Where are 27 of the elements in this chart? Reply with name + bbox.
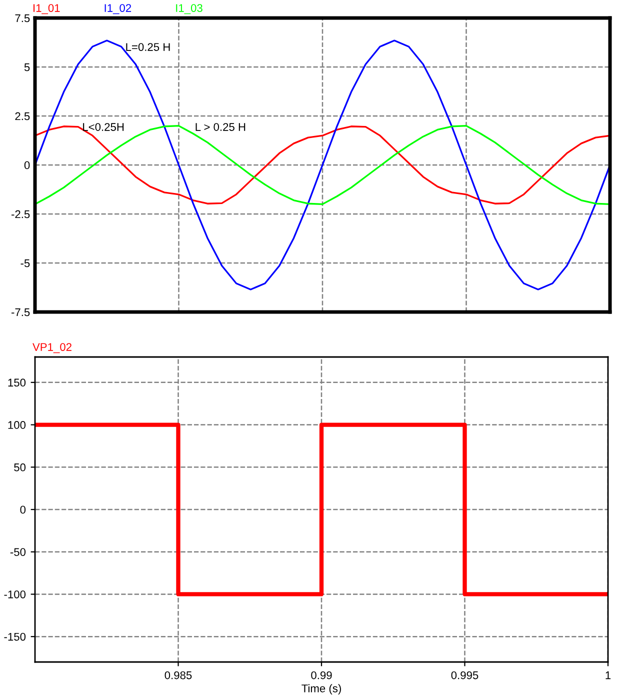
text: I1_02 — [104, 4, 132, 14]
y-tick-label: 0 — [20, 506, 26, 514]
y-tick-label: 50 — [14, 463, 26, 472]
y-tick-label: -7.5 — [11, 308, 30, 316]
y-tick-label: 150 — [8, 378, 26, 387]
y-tick-label: 2.5 — [15, 112, 30, 120]
annotation: L > 0.25 H — [196, 123, 246, 131]
y-tick-label: 7.5 — [15, 14, 30, 22]
y-tick-label: -50 — [10, 548, 26, 556]
x-tick-label: 0.985 — [164, 671, 192, 680]
text: I1_03 — [176, 4, 202, 14]
x-axis-title: Time (s) — [302, 684, 341, 695]
annotation: L<0.25H — [83, 123, 124, 131]
annotation: L=0.25 H — [126, 43, 170, 51]
y-tick-label: 5 — [24, 63, 30, 72]
y-tick-label: 0 — [24, 161, 30, 170]
text: VP1_02 — [32, 343, 72, 354]
x-tick-label: 0.99 — [311, 671, 332, 680]
y-tick-label: -150 — [4, 632, 26, 641]
y-tick-label: 100 — [8, 421, 26, 429]
y-tick-label: -2.5 — [11, 210, 30, 218]
y-tick-label: -100 — [4, 590, 26, 598]
y-tick-label: -5 — [20, 259, 30, 268]
x-tick-label: 0.995 — [451, 671, 478, 680]
text: I1_01 — [34, 4, 60, 14]
line-series — [35, 40, 610, 290]
x-tick-label: 1 — [606, 671, 611, 680]
